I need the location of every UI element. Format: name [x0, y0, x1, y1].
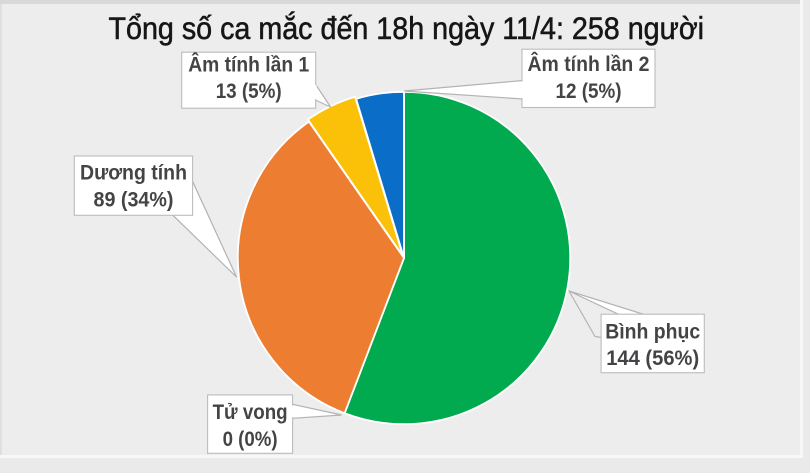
svg-text:Âm tính lần 2: Âm tính lần 2: [528, 52, 650, 76]
svg-text:Tổng số ca mắc đến 18h ngày 11: Tổng số ca mắc đến 18h ngày 11/4: 258 ng…: [109, 10, 705, 46]
svg-text:13 (5%): 13 (5%): [216, 80, 282, 103]
svg-text:89 (34%): 89 (34%): [94, 189, 174, 212]
svg-text:144 (56%): 144 (56%): [606, 347, 699, 370]
svg-text:Tử vong: Tử vong: [213, 401, 288, 424]
svg-text:Âm tính lần 1: Âm tính lần 1: [188, 53, 309, 77]
svg-text:Dương tính: Dương tính: [80, 162, 187, 185]
svg-text:Bình phục: Bình phục: [605, 321, 700, 344]
svg-text:0 (0%): 0 (0%): [223, 428, 278, 451]
svg-text:12 (5%): 12 (5%): [556, 80, 622, 103]
